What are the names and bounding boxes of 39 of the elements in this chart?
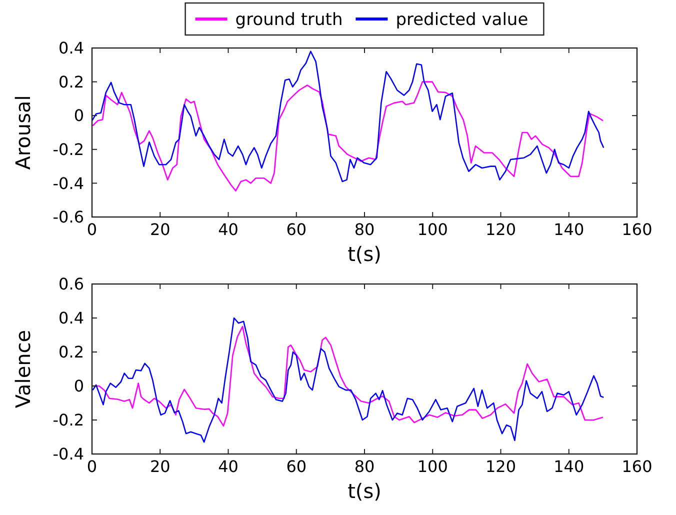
- x-tick-label: 80: [354, 457, 375, 476]
- x-tick-label: 160: [622, 457, 652, 476]
- y-tick-label: 0.4: [58, 38, 84, 58]
- x-tick-label: 40: [218, 457, 238, 476]
- x-tick-label: 140: [554, 220, 584, 239]
- legend-label: predicted value: [396, 10, 528, 30]
- x-tick-label: 20: [150, 220, 170, 239]
- line-series: [92, 81, 604, 192]
- x-tick-label: 120: [485, 220, 516, 239]
- line-series: [91, 50, 604, 182]
- y-tick-label: 0: [74, 106, 84, 126]
- y-tick-label: -0.2: [52, 410, 84, 430]
- x-tick-label: 80: [354, 220, 375, 239]
- x-axis-title: t(s): [348, 242, 382, 266]
- x-axis-title: t(s): [348, 479, 382, 503]
- legend-label: ground truth: [235, 10, 343, 30]
- x-tick-label: 0: [86, 220, 98, 239]
- x-tick-label: 0: [86, 457, 98, 476]
- x-tick-label: 60: [286, 220, 307, 239]
- y-tick-label: 0.2: [58, 342, 84, 362]
- y-axis-title: Arousal: [11, 95, 35, 170]
- line-series: [92, 317, 604, 443]
- y-tick-label: 0.4: [58, 308, 84, 328]
- x-tick-label: 40: [218, 220, 238, 239]
- x-tick-label: 20: [150, 457, 170, 476]
- y-tick-label: -0.4: [52, 174, 84, 193]
- y-tick-label: 0.6: [58, 274, 84, 294]
- y-tick-label: -0.6: [52, 208, 84, 227]
- y-tick-label: 0.2: [58, 72, 84, 92]
- x-tick-label: 120: [485, 457, 516, 476]
- x-tick-label: 60: [286, 457, 307, 476]
- y-tick-label: -0.2: [52, 140, 84, 159]
- x-tick-label: 160: [622, 220, 652, 239]
- x-tick-label: 100: [417, 457, 448, 476]
- x-tick-label: 100: [417, 220, 448, 239]
- y-tick-label: 0: [74, 376, 84, 396]
- y-tick-label: -0.4: [52, 444, 84, 464]
- y-axis-title: Valence: [11, 330, 35, 408]
- x-tick-label: 140: [554, 457, 584, 476]
